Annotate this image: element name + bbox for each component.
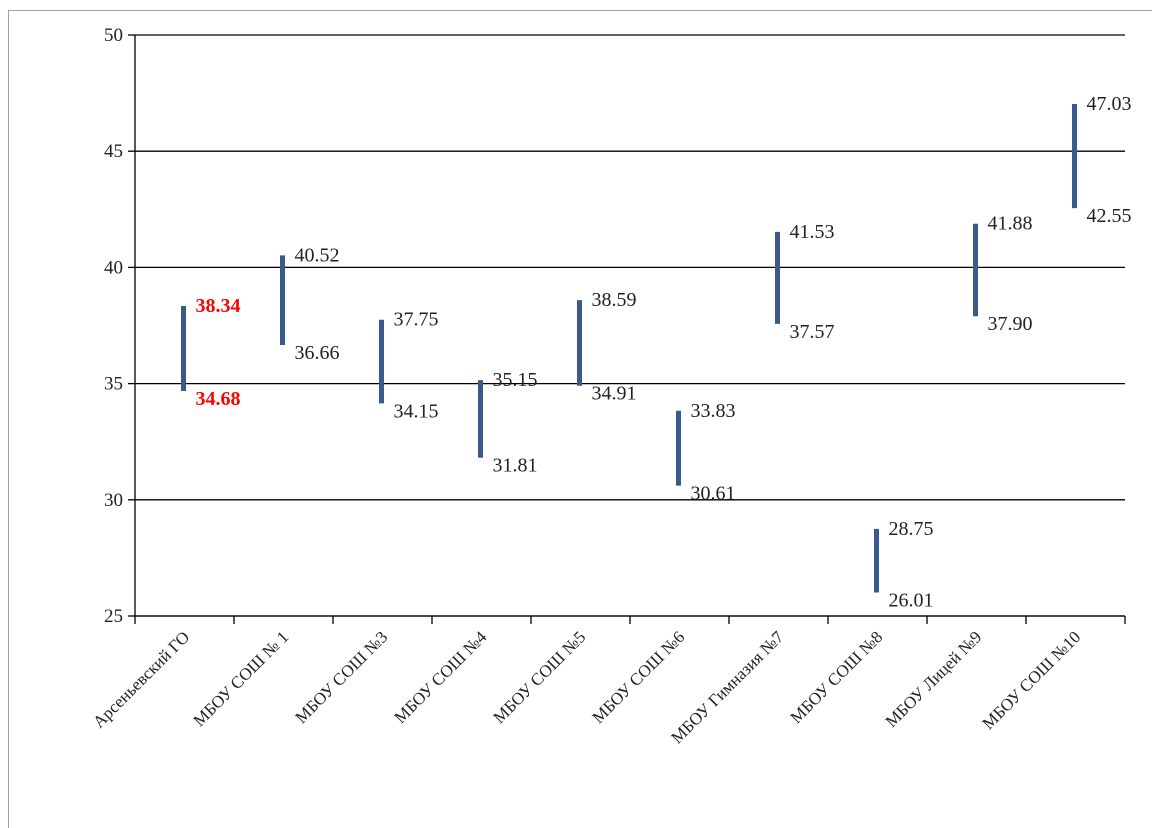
x-category-label: МБОУ СОШ № 1: [190, 627, 293, 730]
high-value-label: 47.03: [1087, 93, 1132, 115]
y-tick-label: 40: [104, 257, 123, 278]
y-tick-label: 25: [104, 606, 123, 627]
x-category-label: МБОУ СОШ №4: [391, 627, 491, 727]
low-value-label: 42.55: [1087, 205, 1132, 227]
range-bars: [181, 104, 1077, 593]
x-category-label: МБОУ Гимназия №7: [667, 627, 787, 747]
y-tick-label: 35: [104, 374, 123, 395]
y-tick-label: 50: [104, 25, 123, 46]
x-category-label: МБОУ СОШ №5: [490, 627, 590, 727]
high-value-label: 38.59: [592, 289, 637, 311]
high-value-label: 35.15: [493, 369, 538, 391]
low-value-label: 30.61: [691, 483, 736, 505]
x-category-label: Арсеньевский ГО: [89, 627, 193, 731]
chart-frame: [8, 10, 1152, 828]
high-value-label: 40.52: [295, 244, 340, 266]
low-value-label: 34.91: [592, 383, 637, 405]
y-tick-label: 30: [104, 490, 123, 511]
low-value-label: 31.81: [493, 455, 538, 477]
low-value-label: 34.68: [196, 388, 241, 410]
high-value-label: 38.34: [196, 295, 241, 317]
low-value-label: 36.66: [295, 342, 340, 364]
x-category-label: МБОУ СОШ №6: [589, 627, 689, 727]
high-value-label: 33.83: [691, 400, 736, 422]
x-category-label: МБОУ Лицей №9: [882, 627, 986, 731]
y-tick-label: 45: [104, 141, 123, 162]
high-value-label: 41.88: [988, 213, 1033, 235]
low-value-label: 34.15: [394, 400, 439, 422]
x-category-label: МБОУ СОШ №10: [979, 627, 1085, 733]
x-category-label: МБОУ СОШ №8: [787, 627, 887, 727]
high-value-label: 28.75: [889, 518, 934, 540]
low-value-label: 37.90: [988, 313, 1033, 335]
data-labels: 38.34 34.68 40.52 36.66 37.75 34.15 35.15 31.81…: [196, 93, 1132, 612]
high-value-label: 41.53: [790, 221, 835, 243]
x-category-label: МБОУ СОШ №3: [292, 627, 392, 727]
high-value-label: 37.75: [394, 309, 439, 331]
low-value-label: 26.01: [889, 590, 934, 612]
y-axis-ticks: 25 30 35 40 45 50: [104, 25, 135, 627]
low-value-label: 37.57: [790, 321, 835, 343]
